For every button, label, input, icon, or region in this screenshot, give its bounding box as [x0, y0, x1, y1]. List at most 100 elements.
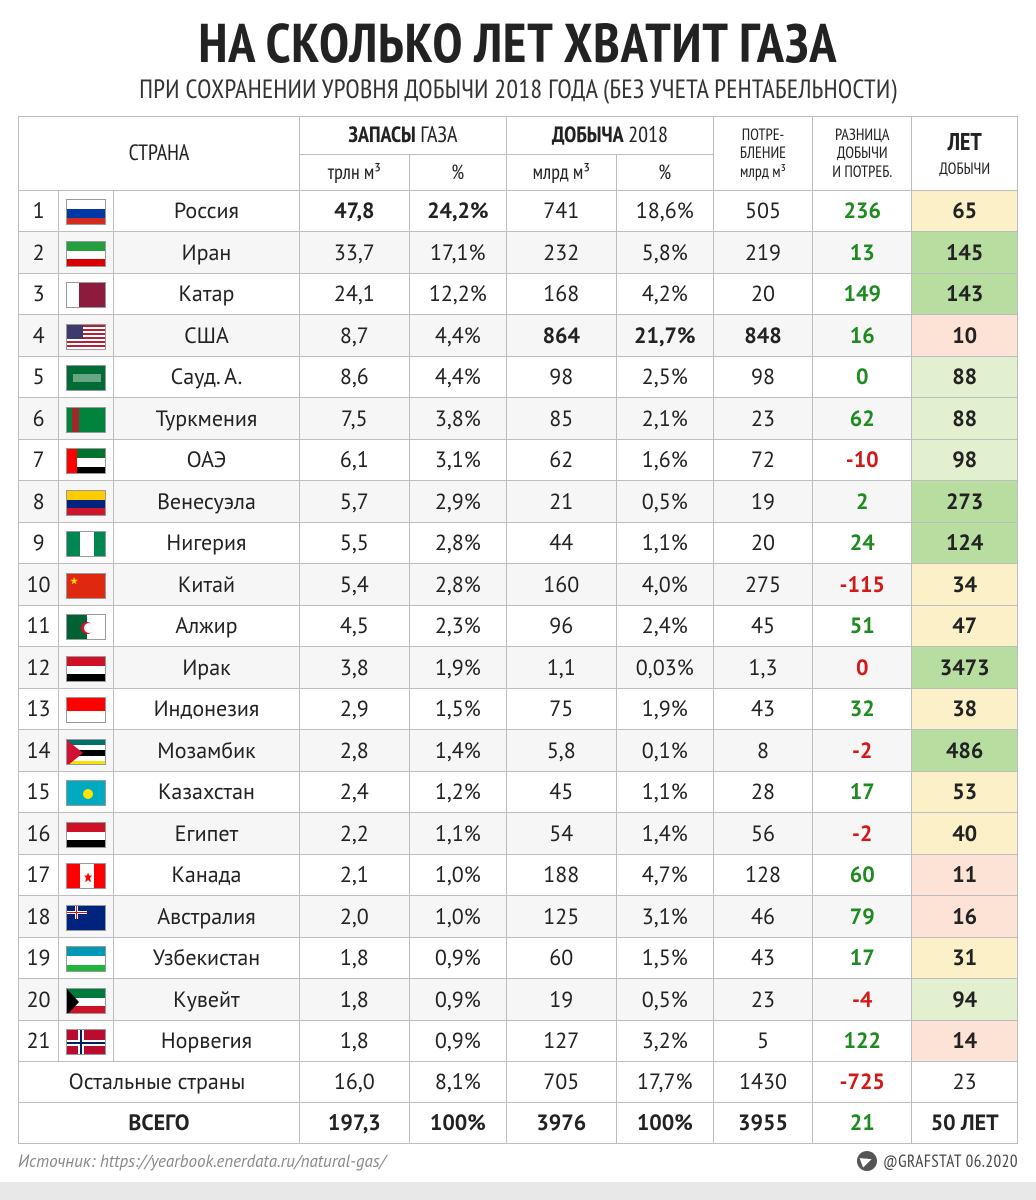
row-total: ВСЕГО197,3100%3976100%39552150 ЛЕТ [19, 1103, 1018, 1144]
cell-rank: 10 [19, 564, 59, 606]
cell-diff: 32 [813, 688, 912, 730]
cell-years: 14 [912, 1020, 1018, 1062]
cell-country: Китай [114, 564, 300, 606]
table-row: 19Узбекистан1,80,9%601,5%431731 [19, 937, 1018, 979]
cell-diff: -10 [813, 439, 912, 481]
cell-years: 94 [912, 979, 1018, 1021]
flag-icon [66, 407, 106, 433]
cell-diff: 122 [813, 1020, 912, 1062]
flag-icon [66, 282, 106, 308]
cell-consumption: 128 [713, 854, 812, 896]
cell-years: 3473 [912, 647, 1018, 689]
table-row: 18Австралия2,01,0%1253,1%467916 [19, 896, 1018, 938]
hdr-extr-unit: млрд м³ [506, 154, 616, 190]
cell-rank: 2 [19, 232, 59, 274]
hdr-diff: РАЗНИЦА ДОБЫЧИ И ПОТРЕБ. [813, 116, 912, 190]
hdr-consumption: ПОТРЕ- БЛЕНИЕ млрд м³ [713, 116, 812, 190]
cell-extraction: 232 [506, 232, 616, 274]
cell-rank: 20 [19, 979, 59, 1021]
cell-reserves: 8,6 [299, 356, 409, 398]
cell-extraction: 98 [506, 356, 616, 398]
cell-country: Канада [114, 854, 300, 896]
cell-reserves: 33,7 [299, 232, 409, 274]
cell-reserves: 2,0 [299, 896, 409, 938]
flag-icon [66, 448, 106, 474]
flag-icon [66, 365, 106, 391]
cell-years: 145 [912, 232, 1018, 274]
cell-diff: -115 [813, 564, 912, 606]
cell-diff: 79 [813, 896, 912, 938]
cell-country: Нигерия [114, 522, 300, 564]
flag-icon [66, 573, 106, 599]
cell-country: Австралия [114, 896, 300, 938]
cell-reserves: 5,4 [299, 564, 409, 606]
flag-icon [66, 324, 106, 350]
cell-extraction: 160 [506, 564, 616, 606]
cell-reserves: 24,1 [299, 273, 409, 315]
flag-icon [66, 656, 106, 682]
cell-flag [59, 1020, 114, 1062]
cell-consumption: 848 [713, 315, 812, 357]
hdr-res-pct: % [409, 154, 506, 190]
cell-country: Венесуэла [114, 481, 300, 523]
cell-diff: 24 [813, 522, 912, 564]
cell-reserves: 4,5 [299, 605, 409, 647]
cell-extraction: 5,8 [506, 730, 616, 772]
table-row: 14Мозамбик2,81,4%5,80,1%8-2486 [19, 730, 1018, 772]
cell-country: США [114, 315, 300, 357]
cell-extraction-pct: 1,9% [616, 688, 713, 730]
cell-diff: 149 [813, 273, 912, 315]
flag-icon [66, 614, 106, 640]
cell-years: 11 [912, 854, 1018, 896]
cell-flag [59, 439, 114, 481]
cell-years: 34 [912, 564, 1018, 606]
cell-years: 40 [912, 813, 1018, 855]
cell-reserves: 5,7 [299, 481, 409, 523]
cell-extraction: 125 [506, 896, 616, 938]
cell-flag [59, 937, 114, 979]
cell-rank: 3 [19, 273, 59, 315]
cell-consumption: 43 [713, 688, 812, 730]
flag-icon [66, 905, 106, 931]
cell-country: Алжир [114, 605, 300, 647]
source-label: Источник: https://yearbook.enerdata.ru/n… [18, 1150, 385, 1172]
gas-table: СТРАНА ЗАПАСЫ ГАЗА ДОБЫЧА 2018 ПОТРЕ- БЛ… [18, 116, 1018, 1145]
cell-extraction-pct: 0,5% [616, 979, 713, 1021]
cell-extraction-pct: 3,2% [616, 1020, 713, 1062]
cell-rank: 19 [19, 937, 59, 979]
cell-extraction-pct: 1,1% [616, 771, 713, 813]
cell-rank: 11 [19, 605, 59, 647]
table-row: 21Норвегия1,80,9%1273,2%512214 [19, 1020, 1018, 1062]
cell-rank: 16 [19, 813, 59, 855]
flag-icon [66, 490, 106, 516]
cell-years: 143 [912, 273, 1018, 315]
table-row: 7ОАЭ6,13,1%621,6%72-1098 [19, 439, 1018, 481]
cell-reserves-pct: 12,2% [409, 273, 506, 315]
cell-rank: 1 [19, 190, 59, 232]
cell-diff: 13 [813, 232, 912, 274]
cell-reserves-pct: 1,9% [409, 647, 506, 689]
title: НА СКОЛЬКО ЛЕТ ХВАТИТ ГАЗА [18, 14, 1018, 71]
cell-flag [59, 688, 114, 730]
cell-diff: 60 [813, 854, 912, 896]
cell-years: 47 [912, 605, 1018, 647]
table-row: 2Иран33,717,1%2325,8%21913145 [19, 232, 1018, 274]
cell-diff: 62 [813, 398, 912, 440]
cell-diff: 0 [813, 356, 912, 398]
cell-extraction-pct: 18,6% [616, 190, 713, 232]
cell-extraction-pct: 2,4% [616, 605, 713, 647]
cell-country: Катар [114, 273, 300, 315]
flag-icon [66, 822, 106, 848]
cell-reserves-pct: 2,3% [409, 605, 506, 647]
flag-icon [66, 946, 106, 972]
hdr-res-unit: трлн м³ [299, 154, 409, 190]
hdr-country: СТРАНА [19, 116, 300, 190]
cell-extraction: 54 [506, 813, 616, 855]
cell-flag [59, 979, 114, 1021]
cell-flag [59, 605, 114, 647]
cell-rank: 18 [19, 896, 59, 938]
cell-extraction-pct: 2,1% [616, 398, 713, 440]
table-row: 15Казахстан2,41,2%451,1%281753 [19, 771, 1018, 813]
cell-extraction-pct: 1,4% [616, 813, 713, 855]
cell-extraction: 188 [506, 854, 616, 896]
